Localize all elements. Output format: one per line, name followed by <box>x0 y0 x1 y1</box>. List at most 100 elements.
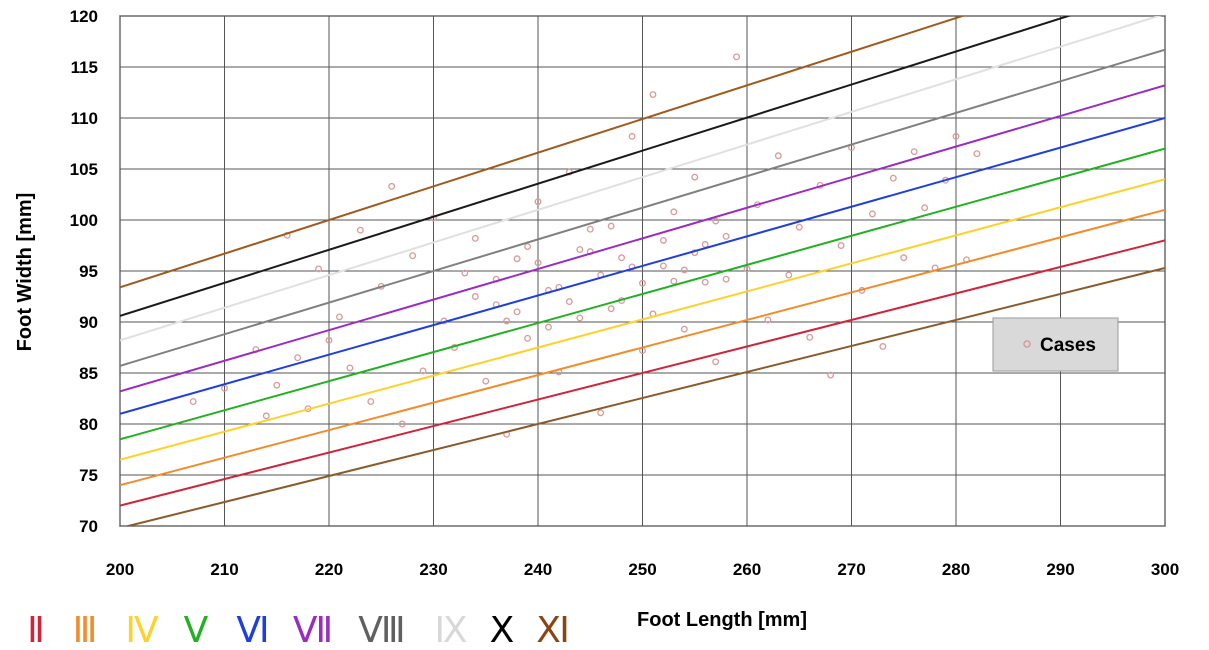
data-point-28 <box>524 334 531 342</box>
data-point-88 <box>565 298 573 306</box>
y-tick-label-3: 85 <box>79 364 98 383</box>
y-tick-label-0: 70 <box>79 517 98 536</box>
data-point-54 <box>795 223 803 231</box>
x-tick-label-9: 290 <box>1046 560 1074 579</box>
y-tick-label-7: 105 <box>70 160 98 179</box>
data-point-79 <box>618 254 626 262</box>
data-point-24 <box>482 377 490 385</box>
size-legend-item-9: Ⅺ <box>536 610 570 650</box>
data-point-51 <box>764 316 772 324</box>
size-legend-item-4: Ⅵ <box>236 610 269 650</box>
data-point-95 <box>712 217 720 225</box>
size-legend-item-3: Ⅴ <box>184 610 209 650</box>
x-tick-label-6: 260 <box>733 560 761 579</box>
data-point-10 <box>336 313 343 321</box>
data-point-71 <box>973 150 981 158</box>
data-point-47 <box>722 232 730 240</box>
data-point-63 <box>889 174 897 182</box>
data-point-40 <box>649 91 657 98</box>
data-point-8 <box>315 265 322 273</box>
data-point-69 <box>952 132 960 140</box>
data-point-55 <box>806 333 814 341</box>
data-point-16 <box>398 420 406 428</box>
data-point-36 <box>607 222 615 230</box>
y-tick-label-9: 115 <box>71 58 98 77</box>
data-point-1 <box>221 384 228 392</box>
y-tick-label-8: 110 <box>71 109 98 128</box>
data-point-49 <box>743 265 751 273</box>
data-point-0 <box>189 398 197 406</box>
data-point-85 <box>503 317 511 325</box>
x-tick-label-3: 230 <box>419 560 447 579</box>
data-point-11 <box>346 364 354 372</box>
data-point-38 <box>628 132 636 140</box>
data-point-35 <box>597 409 605 417</box>
x-tick-label-7: 270 <box>837 560 865 579</box>
data-point-22 <box>461 269 469 277</box>
x-tick-label-10: 300 <box>1151 560 1179 579</box>
size-line-IV <box>120 178 1165 461</box>
data-point-81 <box>659 236 667 244</box>
data-point-89 <box>586 225 594 233</box>
size-legend-item-6: Ⅷ <box>358 610 405 650</box>
data-point-12 <box>356 226 364 234</box>
x-tick-label-8: 280 <box>942 560 970 579</box>
data-point-3 <box>262 412 270 420</box>
legend-box: Cases <box>992 317 1119 372</box>
data-point-72 <box>471 293 479 300</box>
data-point-84 <box>722 275 730 283</box>
x-tick-label-1: 210 <box>210 560 238 579</box>
data-point-77 <box>576 246 584 254</box>
size-line-VI <box>120 117 1165 415</box>
y-tick-label-5: 95 <box>79 262 98 281</box>
data-point-4 <box>273 381 281 389</box>
legend-marker <box>1023 340 1031 348</box>
data-point-27 <box>513 255 521 263</box>
data-point-29 <box>534 198 542 206</box>
data-point-44 <box>691 173 699 181</box>
data-point-57 <box>827 371 835 379</box>
x-tick-label-0: 200 <box>106 560 134 579</box>
size-legend-item-2: Ⅳ <box>125 610 158 650</box>
data-point-82 <box>680 266 688 274</box>
data-point-6 <box>294 354 302 362</box>
size-legend-item-8: Ⅹ <box>490 610 515 650</box>
y-tick-label-2: 80 <box>79 415 98 434</box>
size-line-V <box>120 147 1165 441</box>
data-point-52 <box>774 152 782 160</box>
data-point-75 <box>534 259 542 267</box>
x-tick-label-2: 220 <box>315 560 343 579</box>
size-line-VIII <box>120 48 1165 367</box>
data-point-45 <box>701 278 709 286</box>
size-line-X <box>120 16 1072 317</box>
size-legend-item-5: Ⅶ <box>293 610 333 650</box>
data-point-53 <box>785 271 793 279</box>
data-point-86 <box>524 243 531 250</box>
y-tick-label-6: 100 <box>70 211 98 230</box>
gridlines <box>119 15 1166 527</box>
data-point-42 <box>670 208 678 216</box>
legend-label-cases: Cases <box>1040 335 1096 356</box>
size-line-XI <box>120 16 966 289</box>
y-axis-label: Foot Width [mm] <box>14 193 36 352</box>
x-tick-labels: 200 210 220 230 240 250 260 270 280 290 300 <box>106 560 1179 579</box>
data-point-87 <box>545 323 552 331</box>
size-line-VII <box>120 84 1165 393</box>
data-point-46 <box>712 358 720 366</box>
size-line-III <box>120 208 1165 487</box>
data-point-58 <box>837 242 845 249</box>
data-point-43 <box>680 325 688 333</box>
size-legend-item-0: Ⅱ <box>27 610 45 650</box>
size-line-IX <box>120 16 1162 342</box>
data-point-80 <box>639 279 646 287</box>
data-point-18 <box>419 367 427 375</box>
data-point-90 <box>607 305 615 313</box>
data-point-48 <box>733 53 740 61</box>
size-line-base <box>124 266 1165 526</box>
data-point-33 <box>576 314 584 322</box>
size-legend-item-7: Ⅸ <box>434 610 467 650</box>
size-lines <box>120 16 1165 526</box>
y-tick-label-1: 75 <box>79 466 98 485</box>
scatter-points <box>189 53 981 438</box>
